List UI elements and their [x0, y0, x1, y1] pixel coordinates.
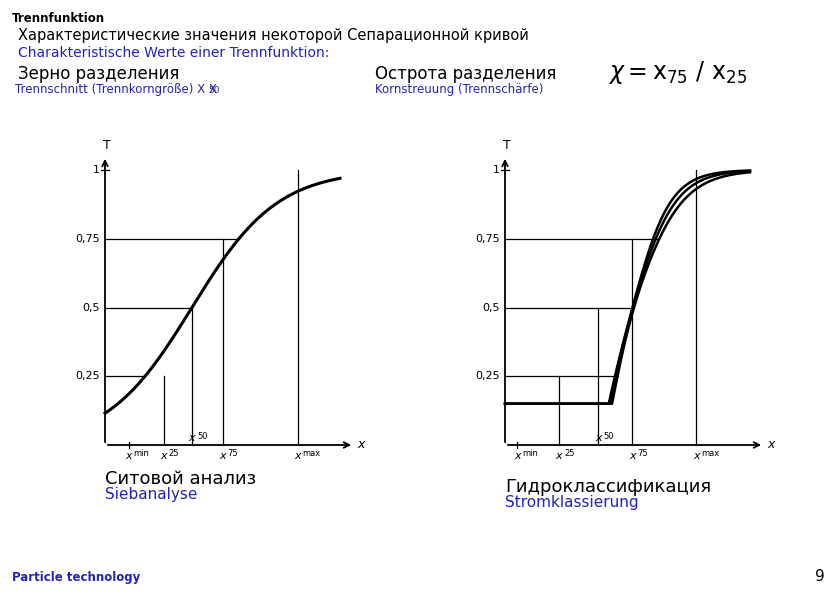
Text: T: T — [103, 139, 111, 152]
Text: 50: 50 — [208, 86, 219, 95]
Text: x: x — [160, 451, 167, 461]
Text: Trennfunktion: Trennfunktion — [12, 12, 105, 25]
Text: Particle technology: Particle technology — [12, 571, 140, 584]
Text: max: max — [701, 449, 719, 458]
Text: Stromklassierung: Stromklassierung — [505, 495, 638, 510]
Text: Siebanalyse: Siebanalyse — [105, 487, 197, 502]
Text: 0,75: 0,75 — [76, 234, 100, 244]
Text: x: x — [595, 433, 601, 443]
Text: x: x — [125, 451, 132, 461]
Text: Ситовой анализ: Ситовой анализ — [105, 470, 256, 488]
Text: 1: 1 — [93, 165, 100, 175]
Text: x: x — [629, 451, 636, 461]
Text: Kornstreuung (Trennschärfe): Kornstreuung (Trennschärfe) — [375, 83, 543, 96]
Text: 50: 50 — [197, 432, 207, 441]
Text: 50: 50 — [603, 432, 613, 441]
Text: Зерно разделения: Зерно разделения — [18, 65, 180, 83]
Text: 75: 75 — [228, 449, 238, 458]
Text: x: x — [767, 439, 774, 451]
Text: $\chi = \mathrm{x}_{75}\ /\ \mathrm{x}_{25}$: $\chi = \mathrm{x}_{75}\ /\ \mathrm{x}_{… — [608, 59, 747, 86]
Text: min: min — [522, 449, 538, 458]
Text: 0,25: 0,25 — [475, 371, 500, 381]
Text: 25: 25 — [169, 449, 179, 458]
Text: x: x — [555, 451, 562, 461]
Text: x: x — [219, 451, 226, 461]
Text: Trennschnitt (Trennkorngröße) X X: Trennschnitt (Trennkorngröße) X X — [15, 83, 217, 96]
Text: x: x — [357, 439, 365, 451]
Text: 9: 9 — [816, 569, 825, 584]
Text: 1: 1 — [493, 165, 500, 175]
Text: Характеристические значения некоторой Сепарационной кривой: Характеристические значения некоторой Се… — [18, 28, 529, 43]
Text: T: T — [503, 139, 511, 152]
Text: 25: 25 — [564, 449, 575, 458]
Text: x: x — [189, 433, 195, 443]
Text: x: x — [693, 451, 700, 461]
Text: 0,75: 0,75 — [475, 234, 500, 244]
Text: 0,5: 0,5 — [482, 302, 500, 313]
Text: 0,5: 0,5 — [82, 302, 100, 313]
Text: max: max — [302, 449, 321, 458]
Text: x: x — [294, 451, 301, 461]
Text: x: x — [514, 451, 521, 461]
Text: Charakteristische Werte einer Trennfunktion:: Charakteristische Werte einer Trennfunkt… — [18, 46, 329, 60]
Text: min: min — [134, 449, 150, 458]
Text: Острота разделения: Острота разделения — [375, 65, 556, 83]
Text: 75: 75 — [638, 449, 648, 458]
Text: 0,25: 0,25 — [76, 371, 100, 381]
Text: Гидроклассификация: Гидроклассификация — [505, 478, 711, 496]
